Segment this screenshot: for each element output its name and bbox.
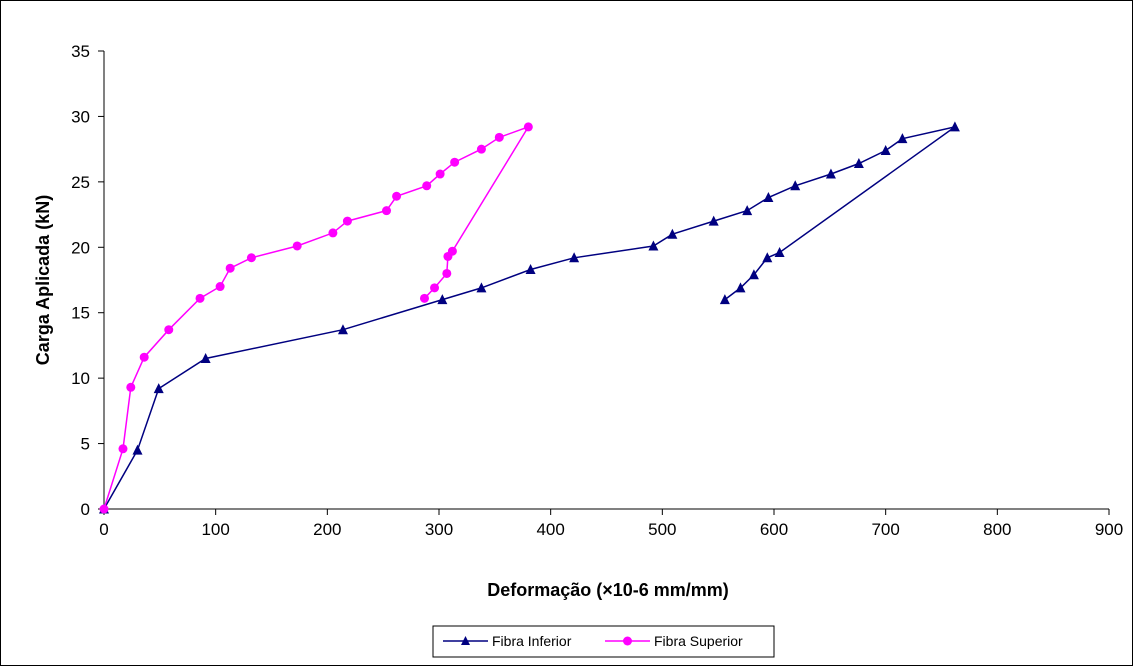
data-point-fibra-inferior — [200, 353, 211, 364]
y-tick-label: 10 — [71, 369, 90, 388]
data-point-fibra-superior — [215, 282, 225, 292]
data-point-fibra-superior — [164, 325, 174, 335]
data-point-fibra-superior — [450, 157, 460, 167]
x-tick-label: 700 — [871, 520, 899, 539]
data-point-fibra-inferior — [525, 264, 536, 275]
y-axis-title: Carga Aplicada (kN) — [33, 195, 53, 365]
legend-box — [432, 625, 775, 658]
legend-marker-fibra-superior — [623, 636, 632, 646]
data-point-fibra-superior — [476, 144, 486, 154]
data-point-fibra-superior — [442, 268, 452, 278]
data-point-fibra-superior — [435, 169, 445, 179]
series-line-fibra-inferior — [103, 126, 956, 510]
data-point-fibra-superior — [225, 263, 235, 273]
data-point-fibra-inferior — [476, 282, 487, 293]
data-point-fibra-inferior — [748, 269, 759, 280]
data-point-fibra-inferior — [790, 180, 801, 191]
x-tick-label: 100 — [201, 520, 229, 539]
legend-label-fibra-inferior: Fibra Inferior — [492, 633, 572, 649]
y-tick-label: 15 — [71, 304, 90, 323]
axis-ticks: 0 100 200 300 400 500 600 700 800 900 0 5 10 15 20 25 30… — [71, 42, 1123, 539]
x-axis-title: Deformação (×10-6 mm/mm) — [487, 580, 729, 600]
data-point-fibra-inferior — [762, 252, 773, 263]
data-point-fibra-superior — [443, 251, 453, 261]
x-tick-label: 300 — [425, 520, 453, 539]
data-point-fibra-superior — [342, 216, 352, 226]
x-tick-label: 800 — [983, 520, 1011, 539]
data-point-fibra-superior — [139, 352, 149, 362]
data-point-fibra-inferior — [742, 205, 753, 216]
data-point-fibra-inferior — [337, 324, 348, 335]
data-point-fibra-superior — [392, 191, 402, 201]
data-point-fibra-superior — [328, 228, 338, 238]
x-tick-label: 0 — [99, 520, 108, 539]
data-point-fibra-inferior — [949, 121, 960, 132]
data-point-fibra-inferior — [132, 444, 143, 455]
y-tick-label: 5 — [81, 435, 90, 454]
data-point-fibra-superior — [422, 181, 432, 191]
data-point-fibra-inferior — [667, 228, 678, 239]
y-tick-label: 25 — [71, 173, 90, 192]
data-point-fibra-superior — [118, 444, 128, 454]
series-layer — [99, 121, 960, 514]
data-point-fibra-inferior — [774, 247, 785, 258]
legend: Fibra Inferior Fibra Superior — [432, 625, 775, 658]
data-point-fibra-inferior — [897, 133, 908, 144]
series-line-fibra-superior — [103, 125, 531, 510]
data-point-fibra-inferior — [880, 144, 891, 155]
data-point-fibra-inferior — [719, 294, 730, 305]
data-point-fibra-superior — [419, 293, 429, 303]
data-point-fibra-inferior — [153, 383, 164, 394]
data-point-fibra-inferior — [569, 252, 580, 263]
y-tick-label: 35 — [71, 42, 90, 61]
data-point-fibra-inferior — [825, 168, 836, 179]
y-tick-label: 30 — [71, 107, 90, 126]
data-point-fibra-superior — [99, 504, 109, 514]
data-point-fibra-inferior — [853, 158, 864, 169]
data-point-fibra-superior — [523, 122, 533, 132]
data-point-fibra-superior — [430, 283, 440, 293]
x-tick-label: 500 — [648, 520, 676, 539]
y-tick-label: 0 — [81, 500, 90, 519]
legend-label-fibra-superior: Fibra Superior — [654, 633, 743, 649]
x-tick-label: 900 — [1095, 520, 1123, 539]
x-tick-label: 200 — [313, 520, 341, 539]
data-point-fibra-superior — [292, 241, 302, 251]
x-tick-label: 600 — [760, 520, 788, 539]
data-point-fibra-inferior — [648, 240, 659, 251]
legend-marker-fibra-inferior — [461, 636, 470, 645]
x-tick-label: 400 — [536, 520, 564, 539]
data-point-fibra-superior — [126, 382, 136, 392]
data-point-fibra-superior — [195, 293, 205, 303]
data-point-fibra-inferior — [763, 192, 774, 203]
data-point-fibra-inferior — [437, 294, 448, 305]
data-point-fibra-superior — [246, 253, 256, 263]
data-point-fibra-inferior — [735, 282, 746, 293]
data-point-fibra-superior — [382, 206, 392, 216]
y-tick-label: 20 — [71, 238, 90, 257]
data-point-fibra-superior — [494, 132, 504, 142]
data-point-fibra-inferior — [708, 215, 719, 226]
